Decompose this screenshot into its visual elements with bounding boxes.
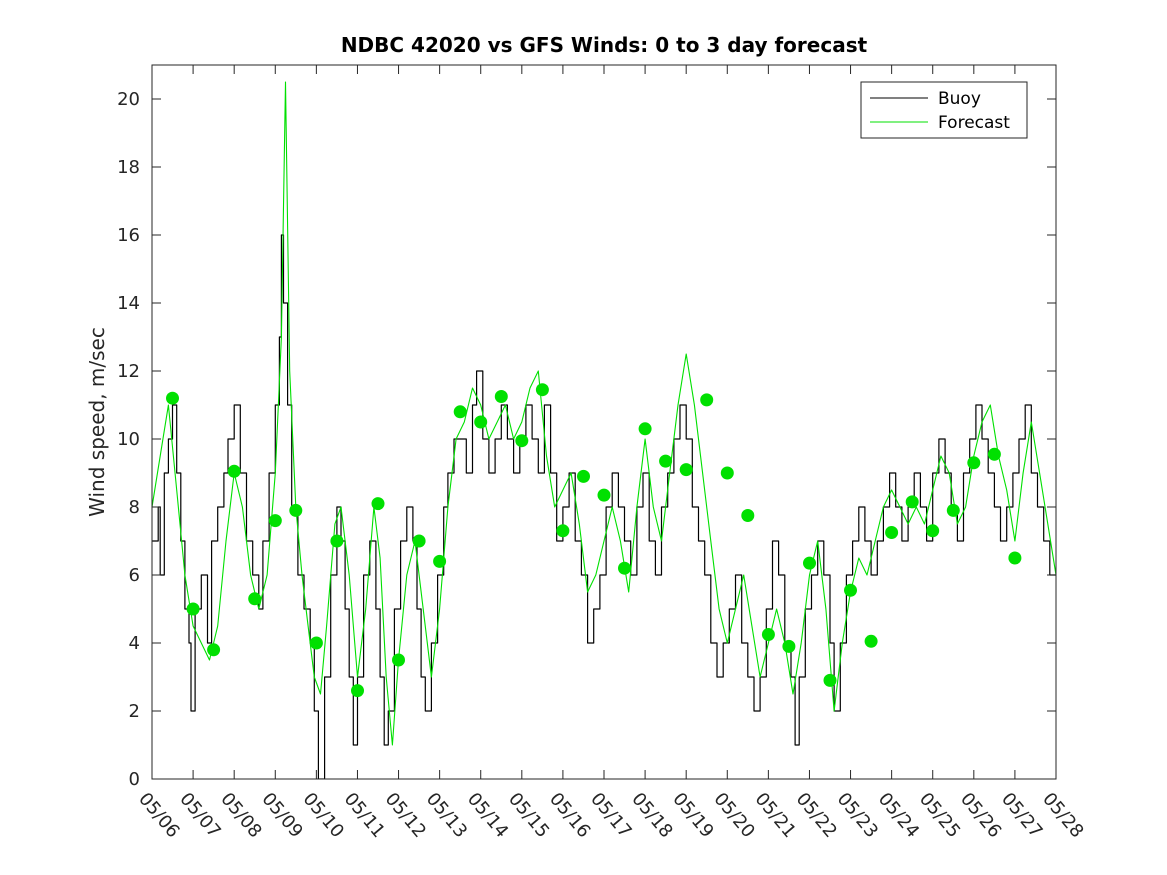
y-tick-label: 10 [117,429,140,450]
forecast-start-point [535,383,549,397]
y-tick-label: 8 [129,497,140,518]
forecast-start-point [289,503,303,517]
forecast-start-point [330,534,344,548]
forecast-start-point [248,592,262,606]
forecast-start-point [741,509,755,522]
legend-box [860,81,1028,139]
series-layer [152,81,1056,779]
forecast-start-point [412,534,426,548]
forecast-start-point [679,463,693,477]
forecast-start-point [720,466,734,480]
forecast-start-point [227,464,241,478]
forecast-start-point [494,390,508,403]
forecast-start-point [453,405,467,419]
legend-buoy-label: Buoy [938,89,981,109]
forecast-start-point [967,456,981,470]
forecast-start-point [926,524,940,538]
forecast-start-point [864,634,878,648]
plot-background [152,65,1056,779]
forecast-start-point [803,556,816,570]
forecast-start-point [761,628,775,641]
forecast-start-point [782,639,796,653]
forecast-start-point [351,684,364,698]
y-tick-label: 20 [117,89,140,110]
forecast-start-point [515,434,529,448]
legend: Buoy Forecast [860,81,1028,139]
forecast-start-point [618,561,631,575]
y-tick-label: 0 [129,769,140,790]
y-axis-label: Wind speed, m/sec [85,327,109,517]
y-tick-label: 6 [129,565,140,586]
y-tick-label: 14 [117,293,140,314]
forecast-start-point [1008,551,1022,565]
forecast-start-point [433,554,447,568]
forecast-start-point [844,583,857,597]
forecast-start-point [186,602,200,616]
forecast-start-point [474,415,488,429]
y-axis: 0 2 4 6 8 10 12 14 16 18 20 [117,89,1056,790]
forecast-start-point [309,636,323,650]
legend-forecast-label: Forecast [938,113,1010,133]
forecast-start-point [700,393,714,407]
forecast-start-point [207,643,221,657]
forecast-start-point [577,469,590,483]
chart-title: NDBC 42020 vs GFS Winds: 0 to 3 day fore… [341,33,868,57]
forecast-start-point [823,673,837,687]
forecast-start-point [987,447,1001,461]
y-tick-label: 4 [129,633,140,654]
forecast-start-point [659,454,673,468]
series-forecast-start [166,383,1022,698]
forecast-start-point [905,495,919,509]
forecast-start-point [946,503,960,517]
forecast-start-point [885,526,899,539]
forecast-start-point [166,391,179,405]
forecast-start-point [268,514,282,528]
forecast-start-point [638,422,652,436]
y-tick-label: 12 [117,361,140,382]
forecast-start-point [556,524,570,538]
forecast-start-point [597,488,611,502]
y-tick-label: 2 [129,701,140,722]
y-tick-label: 16 [117,225,140,246]
forecast-start-point [392,653,405,667]
y-tick-label: 18 [117,157,140,178]
forecast-start-point [371,497,385,511]
